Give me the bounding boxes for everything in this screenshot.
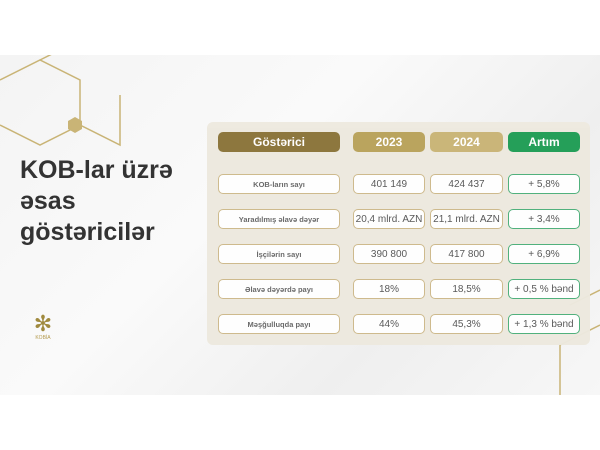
table-cell-y2023: 18% — [353, 279, 425, 299]
slide: KOB-lar üzrə əsas göstəricilər Göstərici… — [0, 55, 600, 395]
table-cell-y2024: 18,5% — [430, 279, 503, 299]
logo-text: KOBİA — [35, 335, 51, 341]
column-header: Artım — [508, 132, 580, 152]
table-cell-y2023: 401 149 — [353, 174, 425, 194]
table-cell-label: Yaradılmış əlavə dəyər — [218, 209, 340, 229]
table-cell-label: KOB-ların sayı — [218, 174, 340, 194]
page-title: KOB-lar üzrə əsas göstəricilər — [20, 155, 173, 248]
table-cell-label: Məşğulluqda payı — [218, 314, 340, 334]
table-cell-growth: + 5,8% — [508, 174, 580, 194]
kobia-logo: ✻ KOBİA — [28, 311, 58, 342]
column-header: 2024 — [430, 132, 503, 152]
table-cell-label: Əlavə dəyərdə payı — [218, 279, 340, 299]
table-cell-y2024: 424 437 — [430, 174, 503, 194]
table-cell-label: İşçilərin sayı — [218, 244, 340, 264]
table-cell-y2024: 417 800 — [430, 244, 503, 264]
title-line: göstəricilər — [20, 218, 155, 246]
title-line: KOB-lar üzrə — [20, 156, 173, 184]
flower-icon: ✻ — [33, 311, 53, 336]
table-cell-growth: + 1,3 % bənd — [508, 314, 580, 334]
column-header: 2023 — [353, 132, 425, 152]
indicators-table: Göstərici 2023 2024 Artım KOB-ların sayı 401 … — [207, 122, 590, 345]
table-cell-growth: + 0,5 % bənd — [508, 279, 580, 299]
table-cell-y2024: 45,3% — [430, 314, 503, 334]
title-line: əsas — [20, 187, 76, 215]
table-cell-y2024: 21,1 mlrd. AZN — [430, 209, 503, 229]
table-cell-y2023: 20,4 mlrd. AZN — [353, 209, 425, 229]
column-header: Göstərici — [218, 132, 340, 152]
table-cell-growth: + 3,4% — [508, 209, 580, 229]
table-cell-y2023: 390 800 — [353, 244, 425, 264]
table-cell-y2023: 44% — [353, 314, 425, 334]
table-cell-growth: + 6,9% — [508, 244, 580, 264]
